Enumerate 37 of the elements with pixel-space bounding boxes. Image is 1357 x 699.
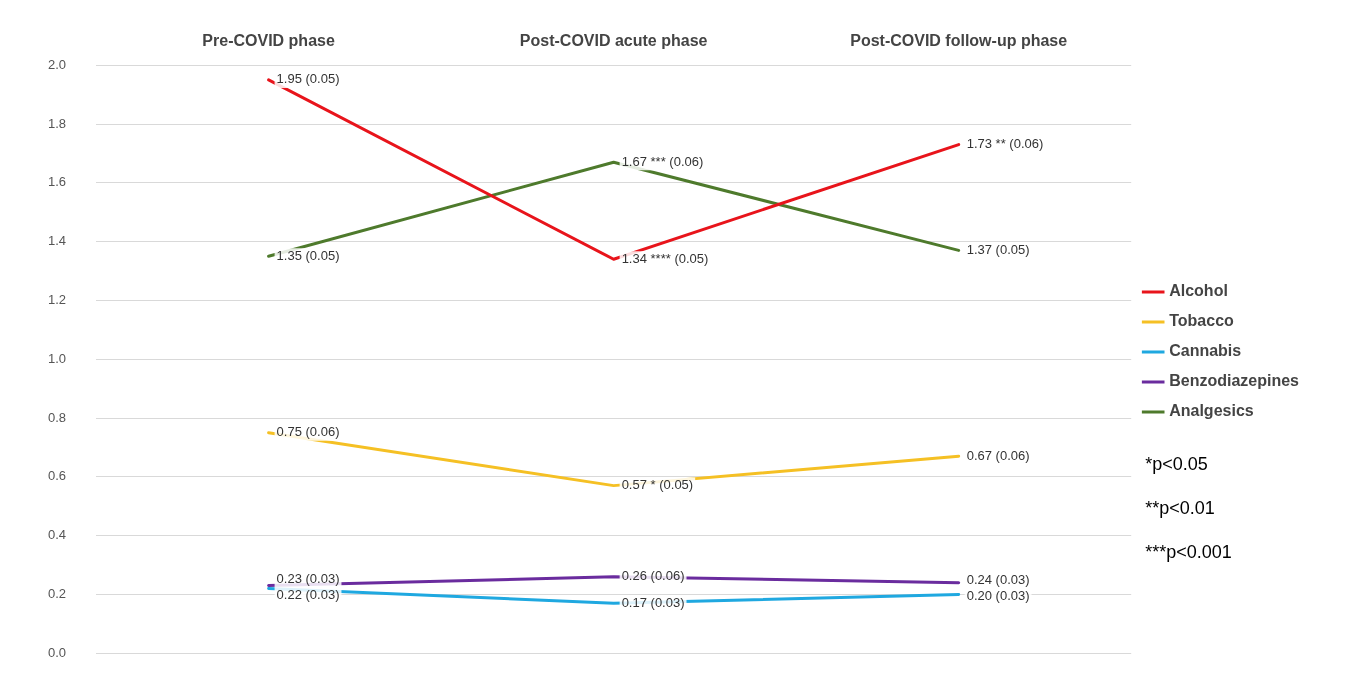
data-label: 1.37 (0.05): [966, 242, 1030, 257]
data-label: 1.95 (0.05): [276, 71, 340, 87]
y-tick-label: 1.2: [47, 291, 67, 307]
data-label: 0.57 * (0.05): [621, 477, 694, 493]
data-label: 1.34 **** (0.05): [621, 250, 709, 266]
y-tick-label: 1.0: [47, 350, 67, 366]
x-tick-label: Pre-COVID phase: [202, 32, 335, 50]
y-tick-label: 0.8: [47, 409, 67, 425]
legend-label: Analgesics: [1169, 402, 1254, 420]
y-tick-label: 1.6: [47, 174, 67, 190]
data-label: 1.35 (0.05): [276, 247, 340, 263]
data-label: 0.67 (0.06): [966, 447, 1030, 463]
y-tick-label: 0.0: [47, 644, 67, 660]
y-tick-label: 0.2: [47, 585, 67, 601]
data-label: 1.73 ** (0.06): [966, 136, 1044, 152]
y-tick-label: 0.4: [47, 527, 67, 543]
data-label: 0.22 (0.03): [276, 586, 340, 602]
data-label: 1.67 *** (0.06): [621, 153, 704, 169]
y-tick-label: 2.0: [47, 56, 67, 72]
y-tick-label: 1.4: [47, 233, 67, 249]
data-label: 0.75 (0.06): [276, 424, 340, 440]
text: *p<0.05: [1145, 453, 1208, 474]
data-label: 0.17 (0.03): [621, 594, 685, 610]
legend-label: Alcohol: [1169, 282, 1228, 300]
y-tick-label: 1.8: [47, 115, 67, 131]
data-label: 0.26 (0.06): [621, 568, 685, 584]
data-label: 0.20 (0.03): [966, 588, 1030, 604]
legend-label: Tobacco: [1169, 312, 1235, 330]
text: ***p<0.001: [1145, 541, 1232, 562]
data-label: 0.23 (0.03): [276, 570, 340, 586]
y-tick-label: 0.6: [47, 468, 67, 484]
x-tick-label: Post-COVID acute phase: [519, 32, 708, 50]
legend-label: Cannabis: [1169, 342, 1242, 360]
x-tick-label: Post-COVID follow-up phase: [850, 32, 1068, 50]
text: **p<0.01: [1145, 497, 1215, 518]
legend-label: Benzodiazepines: [1169, 372, 1300, 390]
data-label: 0.24 (0.03): [966, 572, 1030, 588]
